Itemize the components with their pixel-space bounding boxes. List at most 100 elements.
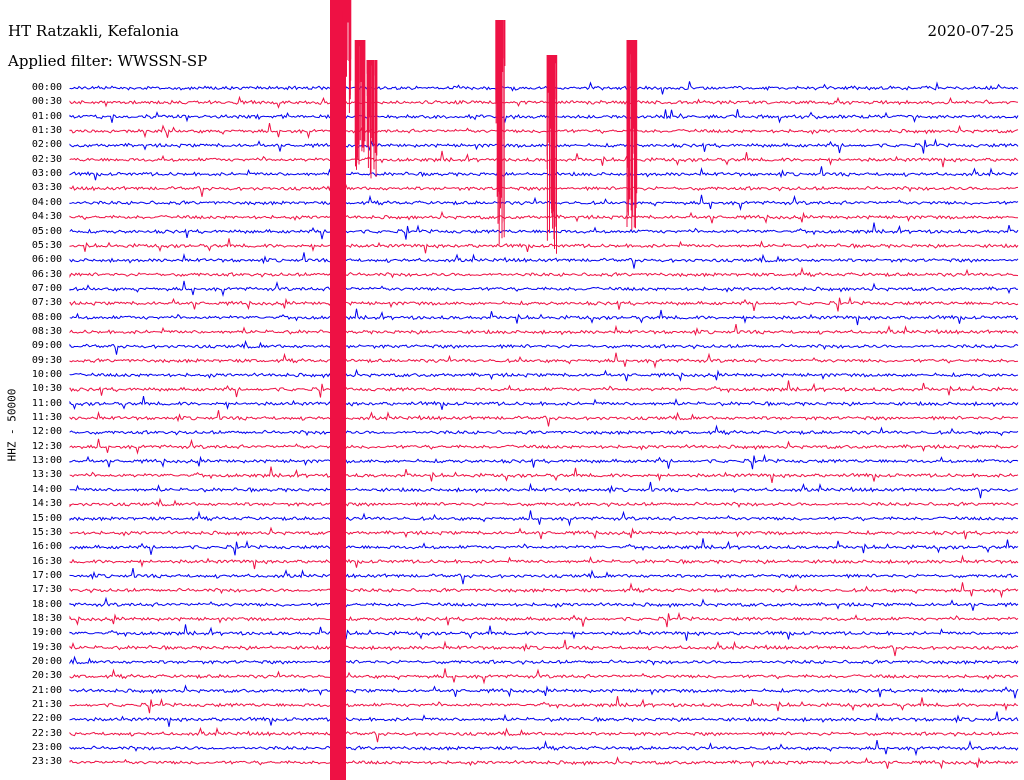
trace-line	[69, 81, 1019, 97]
event-spike	[495, 20, 506, 245]
trace-line	[69, 497, 1019, 508]
trace-line	[69, 266, 1019, 279]
trace-line	[69, 726, 1019, 743]
time-label: 07:30	[31, 297, 62, 309]
trace-line	[69, 466, 1019, 483]
time-label: 13:30	[31, 469, 62, 481]
time-label: 20:30	[31, 670, 62, 682]
time-label: 02:30	[31, 153, 62, 165]
trace-line	[69, 296, 1019, 312]
trace-line	[69, 639, 1019, 657]
event-spike	[546, 55, 558, 254]
time-label: 09:30	[31, 354, 62, 366]
filter-label: Applied filter: WWSSN-SP	[8, 52, 208, 70]
time-label: 21:30	[31, 699, 62, 711]
trace-line	[69, 438, 1019, 455]
trace-line	[69, 150, 1019, 168]
trace-line	[69, 481, 1019, 499]
time-label: 23:00	[31, 742, 62, 754]
trace-line	[69, 538, 1019, 556]
trace-line	[69, 222, 1019, 240]
event-spike	[366, 60, 378, 179]
record-date: 2020-07-25	[927, 22, 1014, 40]
trace-line	[69, 655, 1019, 666]
time-label: 11:00	[31, 397, 62, 409]
time-label: 02:00	[31, 139, 62, 151]
time-label: 20:00	[31, 656, 62, 667]
trace-line	[69, 323, 1019, 337]
time-label: 06:30	[31, 268, 62, 280]
trace-line	[69, 380, 1019, 398]
time-label: 04:30	[31, 211, 62, 223]
trace-line	[69, 510, 1019, 527]
time-label: 01:00	[31, 110, 62, 122]
time-label: 05:30	[31, 239, 62, 251]
time-label: 08:00	[31, 311, 62, 323]
trace-line	[69, 339, 1019, 355]
time-label: 10:30	[31, 383, 62, 395]
event-spike	[340, 0, 352, 117]
event-spike	[626, 40, 638, 230]
trace-line	[69, 424, 1019, 437]
time-label: 04:00	[31, 196, 62, 208]
trace-line	[69, 596, 1019, 611]
time-label: 18:30	[31, 612, 62, 624]
time-label: 08:30	[31, 325, 62, 337]
trace-line	[69, 696, 1019, 714]
trace-line	[69, 95, 1019, 111]
time-label: 12:00	[31, 426, 62, 438]
trace-line	[69, 711, 1019, 727]
time-label: 16:30	[31, 555, 62, 567]
trace-line	[69, 410, 1019, 427]
time-label: 19:30	[31, 641, 62, 653]
trace-line	[69, 352, 1019, 369]
trace-line	[69, 194, 1019, 211]
trace-line	[69, 109, 1019, 124]
trace-line	[69, 684, 1019, 699]
trace-line	[69, 123, 1019, 140]
saturated-event-band	[330, 0, 346, 780]
time-label: 13:00	[31, 455, 62, 467]
time-label: 15:00	[31, 512, 62, 524]
time-label: 18:00	[31, 598, 62, 610]
time-label: 05:00	[31, 225, 62, 237]
trace-line	[69, 582, 1019, 599]
time-label: 22:30	[31, 727, 62, 739]
time-label: 07:00	[31, 282, 62, 294]
station-title: HT Ratzakli, Kefalonia	[8, 22, 179, 40]
time-label: 00:00	[31, 82, 62, 93]
trace-line	[69, 624, 1019, 641]
trace-line	[69, 611, 1019, 628]
trace-line	[69, 554, 1019, 570]
trace-line	[69, 740, 1019, 757]
trace-line	[69, 668, 1019, 685]
time-label: 19:00	[31, 627, 62, 639]
time-label: 17:30	[31, 584, 62, 596]
trace-line	[69, 210, 1019, 225]
trace-line	[69, 166, 1019, 181]
trace-line	[69, 453, 1019, 470]
event-spike	[354, 40, 366, 170]
trace-line	[69, 308, 1019, 326]
time-label: 11:30	[31, 412, 62, 424]
time-label: 09:00	[31, 340, 62, 352]
trace-line	[69, 182, 1019, 197]
trace-line	[69, 252, 1019, 269]
time-label: 22:00	[31, 713, 62, 725]
time-label: 03:00	[31, 168, 62, 180]
time-label: 16:00	[31, 541, 62, 553]
time-label: 01:30	[31, 125, 62, 137]
time-label: 10:00	[31, 369, 62, 380]
time-label: 00:30	[31, 96, 62, 108]
time-label: 06:00	[31, 254, 62, 266]
time-label: 15:30	[31, 526, 62, 538]
trace-line	[69, 138, 1019, 154]
trace-line	[69, 368, 1019, 382]
time-label: 23:30	[31, 756, 62, 768]
trace-line	[69, 280, 1019, 298]
time-label: 14:30	[31, 498, 62, 510]
trace-line	[69, 756, 1019, 770]
time-label: 17:00	[31, 569, 62, 581]
trace-line	[69, 238, 1019, 254]
